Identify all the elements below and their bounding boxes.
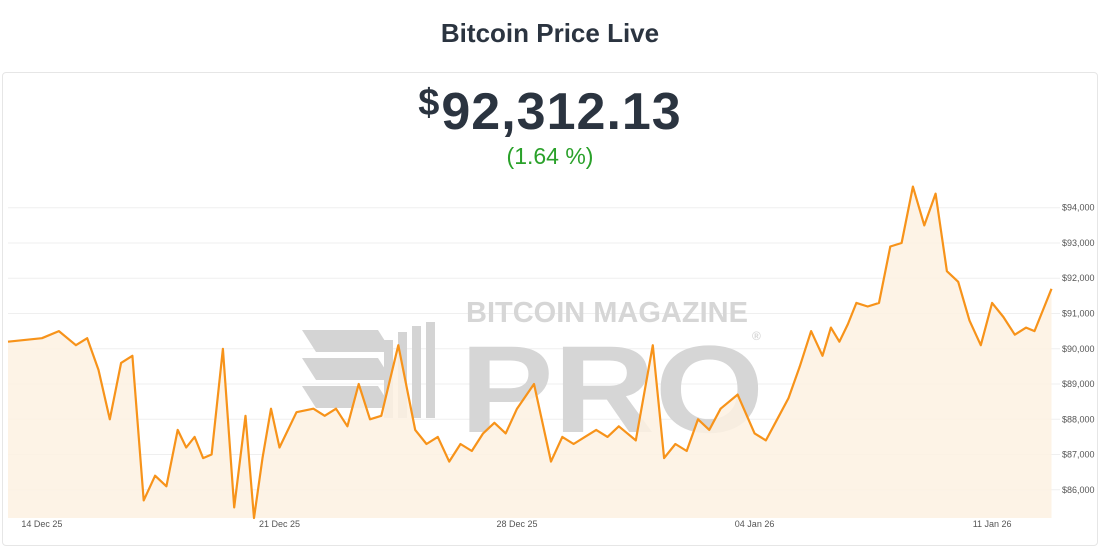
y-tick-label: $92,000 xyxy=(1062,273,1095,283)
watermark-line1: BITCOIN MAGAZINE xyxy=(466,297,748,329)
x-tick-label: 28 Dec 25 xyxy=(497,519,538,529)
x-tick-label: 11 Jan 26 xyxy=(973,519,1012,529)
series-line[interactable] xyxy=(7,185,1053,520)
watermark-registered-mark: ® xyxy=(752,329,761,343)
x-tick-label: 04 Jan 26 xyxy=(735,519,775,529)
series-area-fill xyxy=(8,186,1052,518)
x-axis: 14 Dec 25 21 Dec 25 28 Dec 25 04 Jan 26 11 J… xyxy=(21,519,1011,529)
y-tick-label: $89,000 xyxy=(1062,379,1095,389)
x-tick-label: 21 Dec 25 xyxy=(259,519,300,529)
y-tick-label: $93,000 xyxy=(1062,238,1095,248)
y-tick-label: $86,000 xyxy=(1062,485,1095,495)
y-axis: $86,000 $87,000 $88,000 $89,000 $90,000 $91,0… xyxy=(1062,203,1095,495)
y-tick-label: $94,000 xyxy=(1062,203,1095,213)
y-tick-label: $88,000 xyxy=(1062,414,1095,424)
watermark-logo-icon xyxy=(302,322,435,418)
currency-symbol: $ xyxy=(418,82,440,124)
y-tick-label: $91,000 xyxy=(1062,309,1095,319)
page-title: Bitcoin Price Live xyxy=(440,18,660,48)
price-value: 92,312.13 xyxy=(441,83,682,141)
x-tick-label: 14 Dec 25 xyxy=(21,519,62,529)
y-tick-label: $90,000 xyxy=(1062,344,1095,354)
price-change-percent: (1.64 %) xyxy=(506,143,594,169)
y-tick-label: $87,000 xyxy=(1062,450,1095,460)
current-price: $92,312.13 xyxy=(0,84,1100,138)
